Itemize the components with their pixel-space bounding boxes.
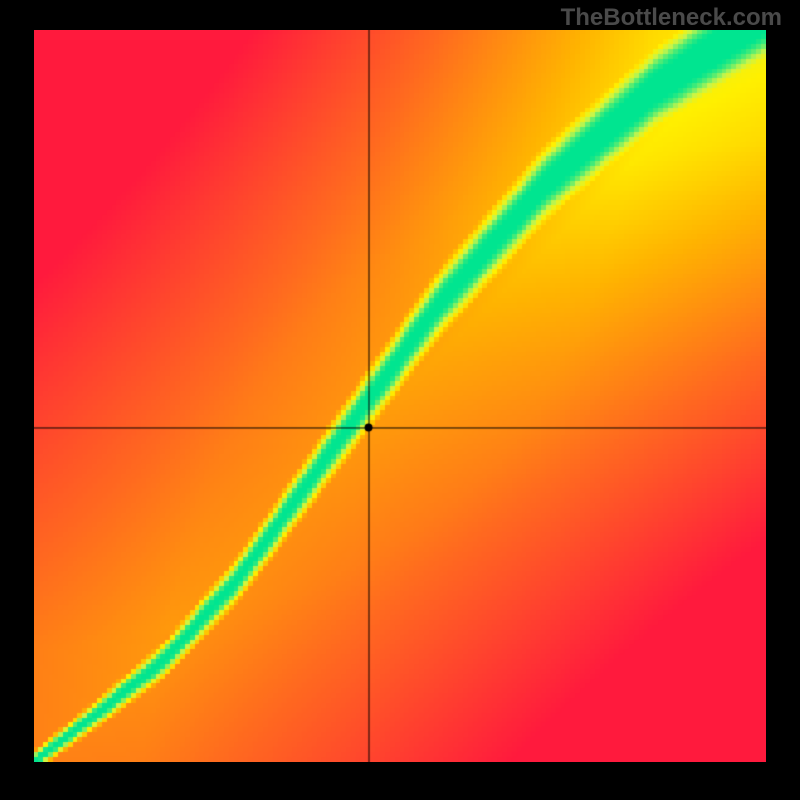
heatmap-plot	[34, 30, 766, 762]
heatmap-canvas	[34, 30, 766, 762]
chart-container: TheBottleneck.com	[0, 0, 800, 800]
watermark-text: TheBottleneck.com	[561, 4, 782, 32]
